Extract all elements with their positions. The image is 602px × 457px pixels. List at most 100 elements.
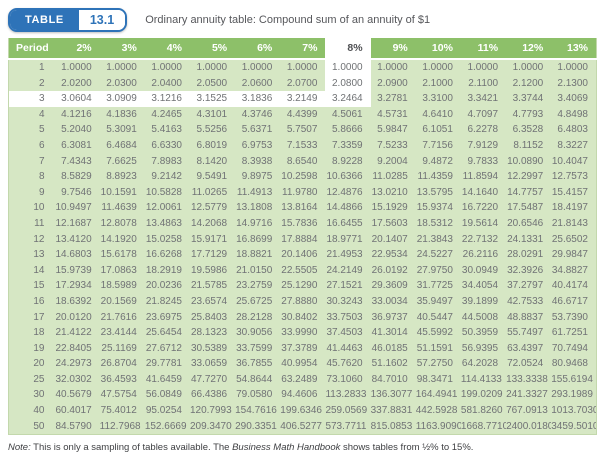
table-badge-label: TABLE [10,10,79,30]
value-cell: 4.1836 [99,106,145,123]
value-cell: 11.0285 [370,169,416,185]
value-cell: 51.1602 [370,356,416,372]
value-cell: 337.8831 [370,403,416,419]
footnote-text-before: This is only a sampling of tables availa… [30,442,233,454]
value-cell: 19.5986 [189,262,236,279]
value-cell: 80.9468 [551,356,597,372]
value-cell: 1.0000 [189,59,236,76]
value-cell: 7.9129 [460,137,507,154]
value-cell: 84.5790 [54,418,100,435]
period-cell: 16 [8,293,55,310]
value-cell: 8.9228 [325,153,371,170]
value-cell: 8.3938 [235,153,281,170]
value-cell: 23.4144 [99,325,145,341]
period-cell: 12 [8,231,55,248]
value-cell: 10.9497 [54,200,100,216]
value-cell: 39.1899 [460,293,507,310]
value-cell: 22.8405 [54,340,100,357]
value-cell: 4.1216 [54,106,100,123]
value-cell: 17.0863 [99,262,145,279]
period-cell: 1 [8,59,55,76]
period-cell: 20 [8,356,55,372]
value-cell: 155.6194 [551,371,597,388]
value-cell: 14.7757 [506,184,552,201]
value-cell: 3459.5010 [551,418,597,435]
value-cell: 17.2934 [54,278,100,294]
value-cell: 17.7129 [189,247,236,263]
value-cell: 2.1200 [506,75,552,92]
value-cell: 12.5779 [189,200,236,216]
value-cell: 4.2465 [144,106,190,123]
value-cell: 33.0659 [189,356,236,372]
value-cell: 24.2149 [325,262,371,279]
value-cell: 4.7793 [506,106,552,123]
table-row-period-16: 16 18.6392 20.1569 21.8245 23.6574 25.6725 27.… [8,293,597,310]
value-cell: 11.9780 [280,184,326,201]
value-cell: 30.5389 [189,340,236,357]
value-cell: 9.8975 [235,169,281,185]
table-row-period-2: 2 2.0200 2.0300 2.0400 2.0500 2.0600 2.0700 2.0… [8,75,597,92]
value-cell: 11.4913 [235,184,281,201]
value-cell: 18.5312 [415,215,461,232]
table-head: Period 2% 3% 4% 5% 6% 7% 8% 9% 10% 11% 12% 13% [8,38,597,60]
period-cell: 17 [8,309,55,326]
value-cell: 24.2973 [54,356,100,372]
value-cell: 2.0200 [54,75,100,92]
value-cell: 66.4386 [189,387,236,404]
value-cell: 20.1569 [99,293,145,310]
table-row-period-13: 13 14.6803 15.6178 16.6268 17.7129 18.8821 20.… [8,247,597,263]
value-cell: 5.4163 [144,122,190,138]
value-cell: 9.7833 [460,153,507,170]
value-cell: 7.6625 [99,153,145,170]
value-cell: 13.5795 [415,184,461,201]
value-cell: 442.5928 [415,403,461,419]
value-cell: 20.6546 [506,215,552,232]
value-cell: 20.1407 [370,231,416,248]
column-header-8pct: 8% [325,38,371,60]
value-cell: 136.3077 [370,387,416,404]
table-row-period-40: 40 60.4017 75.4012 95.0254 120.7993 154.7616 1… [8,403,597,419]
value-cell: 30.8402 [280,309,326,326]
value-cell: 1.0000 [415,59,461,76]
table-row-period-3: 3 3.0604 3.0909 3.1216 3.1525 3.1836 3.2149 3.2… [8,91,597,107]
value-cell: 2.1100 [460,75,507,92]
value-cell: 8.1152 [506,137,552,154]
value-cell: 11.0265 [189,184,236,201]
value-cell: 5.3091 [99,122,145,138]
value-cell: 27.9750 [415,262,461,279]
value-cell: 164.4941 [415,387,461,404]
table-row-period-8: 8 8.5829 8.8923 9.2142 9.5491 9.8975 10.2598 10… [8,169,597,185]
value-cell: 12.1687 [54,215,100,232]
column-header-13pct: 13% [551,38,597,60]
period-cell: 13 [8,247,55,263]
value-cell: 20.1406 [280,247,326,263]
value-cell: 54.8644 [235,371,281,388]
value-cell: 15.9739 [54,262,100,279]
value-cell: 21.4122 [54,325,100,341]
period-cell: 40 [8,403,55,419]
value-cell: 25.8403 [189,309,236,326]
value-cell: 73.1060 [325,371,371,388]
value-cell: 9.7546 [54,184,100,201]
footnote-book-title: Business Math Handbook [232,442,341,454]
column-header-period: Period [8,38,55,60]
value-cell: 25.1290 [280,278,326,294]
value-cell: 27.8880 [280,293,326,310]
value-cell: 25.6454 [144,325,190,341]
value-cell: 10.6366 [325,169,371,185]
value-cell: 18.4197 [551,200,597,216]
value-cell: 1.0000 [370,59,416,76]
table-row-period-18: 18 21.4122 23.4144 25.6454 28.1323 30.9056 33.… [8,325,597,341]
period-cell: 9 [8,184,55,201]
value-cell: 41.4463 [325,340,371,357]
value-cell: 10.4047 [551,153,597,170]
value-cell: 14.1920 [99,231,145,248]
value-cell: 41.3014 [370,325,416,341]
table-row-period-5: 5 5.2040 5.3091 5.4163 5.5256 5.6371 5.7507 5.8… [8,122,597,138]
value-cell: 12.8078 [99,215,145,232]
value-cell: 2.1300 [551,75,597,92]
value-cell: 5.7507 [280,122,326,138]
value-cell: 21.0150 [235,262,281,279]
value-cell: 7.3359 [325,137,371,154]
